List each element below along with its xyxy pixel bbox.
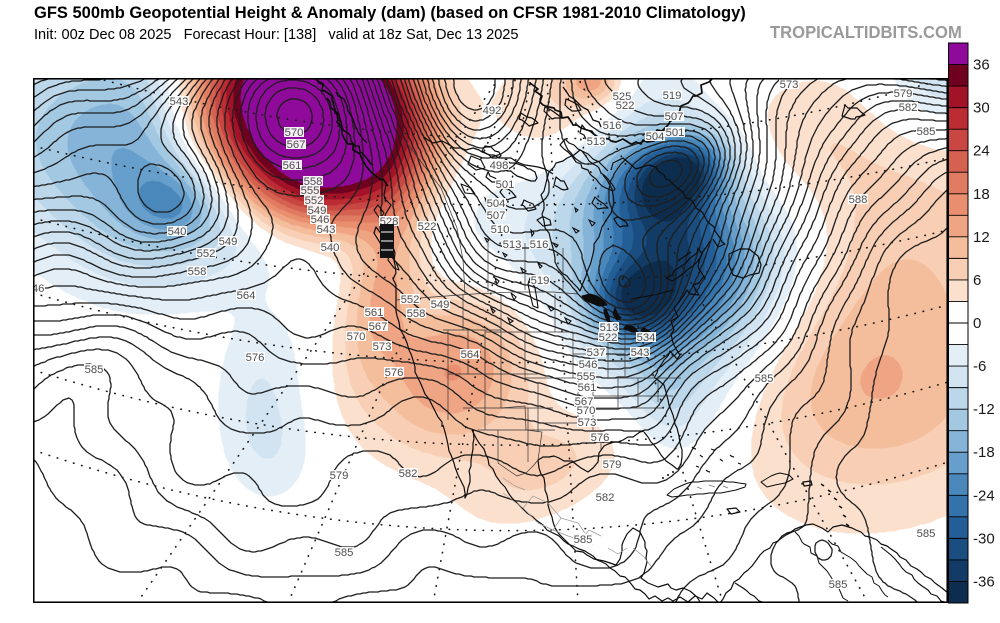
- svg-text:564: 564: [237, 290, 256, 302]
- svg-text:543: 543: [631, 347, 650, 359]
- svg-text:18: 18: [973, 186, 990, 203]
- svg-text:570: 570: [285, 127, 304, 139]
- svg-text:585: 585: [335, 547, 354, 559]
- svg-text:534: 534: [637, 332, 656, 344]
- svg-text:504: 504: [487, 198, 506, 210]
- svg-text:567: 567: [287, 139, 306, 151]
- svg-text:-36: -36: [973, 573, 995, 590]
- svg-text:498: 498: [490, 160, 509, 172]
- svg-text:582: 582: [596, 492, 615, 504]
- svg-text:558: 558: [188, 266, 207, 278]
- svg-text:6: 6: [973, 272, 981, 289]
- svg-text:585: 585: [574, 534, 593, 546]
- svg-text:573: 573: [780, 79, 799, 91]
- svg-text:-24: -24: [973, 487, 995, 504]
- svg-text:579: 579: [603, 459, 622, 471]
- svg-text:540: 540: [168, 226, 187, 238]
- svg-text:546: 546: [311, 214, 330, 226]
- svg-text:543: 543: [170, 96, 189, 108]
- svg-text:582: 582: [899, 102, 918, 114]
- svg-text:507: 507: [665, 111, 684, 123]
- svg-text:579: 579: [894, 88, 913, 100]
- svg-text:576: 576: [246, 352, 265, 364]
- svg-text:543: 543: [317, 224, 336, 236]
- svg-text:549: 549: [431, 299, 450, 311]
- svg-text:561: 561: [365, 307, 384, 319]
- svg-text:-18: -18: [973, 444, 995, 461]
- svg-text:573: 573: [373, 341, 392, 353]
- svg-text:519: 519: [531, 275, 550, 287]
- svg-text:561: 561: [283, 160, 302, 172]
- svg-text:0: 0: [973, 315, 981, 332]
- svg-text:504: 504: [646, 131, 665, 143]
- svg-text:492: 492: [483, 105, 502, 117]
- svg-text:513: 513: [503, 239, 522, 251]
- svg-text:513: 513: [587, 136, 606, 148]
- svg-text:501: 501: [666, 127, 685, 139]
- svg-text:555: 555: [577, 371, 596, 383]
- svg-text:510: 510: [491, 224, 510, 236]
- svg-text:567: 567: [369, 321, 388, 333]
- svg-text:516: 516: [530, 239, 549, 251]
- svg-text:558: 558: [407, 308, 426, 320]
- svg-text:585: 585: [917, 126, 936, 138]
- svg-text:570: 570: [577, 405, 596, 417]
- svg-text:501: 501: [496, 179, 515, 191]
- svg-text:585: 585: [755, 373, 774, 385]
- svg-text:585: 585: [917, 528, 936, 540]
- svg-text:588: 588: [849, 194, 868, 206]
- svg-text:-12: -12: [973, 401, 995, 418]
- svg-text:-30: -30: [973, 530, 995, 547]
- svg-text:507: 507: [487, 210, 506, 222]
- svg-text:24: 24: [973, 143, 990, 160]
- svg-text:582: 582: [399, 468, 418, 480]
- svg-text:555: 555: [301, 185, 320, 197]
- svg-text:585: 585: [829, 579, 848, 591]
- svg-text:561: 561: [578, 382, 597, 394]
- svg-text:30: 30: [973, 100, 990, 117]
- svg-text:540: 540: [321, 242, 340, 254]
- svg-text:564: 564: [461, 349, 480, 361]
- svg-text:552: 552: [401, 294, 420, 306]
- svg-text:12: 12: [973, 229, 990, 246]
- svg-text:576: 576: [591, 432, 610, 444]
- svg-text:516: 516: [603, 120, 622, 132]
- svg-text:573: 573: [578, 417, 597, 429]
- svg-text:549: 549: [219, 236, 238, 248]
- svg-text:585: 585: [85, 364, 104, 376]
- svg-text:522: 522: [616, 100, 635, 112]
- svg-text:570: 570: [347, 331, 366, 343]
- svg-text:546: 546: [579, 359, 598, 371]
- svg-text:552: 552: [197, 248, 216, 260]
- svg-text:537: 537: [587, 347, 606, 359]
- svg-text:36: 36: [973, 57, 990, 74]
- svg-text:-6: -6: [973, 358, 986, 375]
- svg-text:519: 519: [663, 90, 682, 102]
- svg-text:579: 579: [330, 470, 349, 482]
- svg-text:552: 552: [305, 195, 324, 207]
- svg-text:522: 522: [599, 332, 618, 344]
- svg-text:546: 546: [33, 283, 44, 295]
- svg-text:522: 522: [418, 221, 437, 233]
- svg-text:576: 576: [385, 367, 404, 379]
- svg-text:513: 513: [600, 322, 619, 334]
